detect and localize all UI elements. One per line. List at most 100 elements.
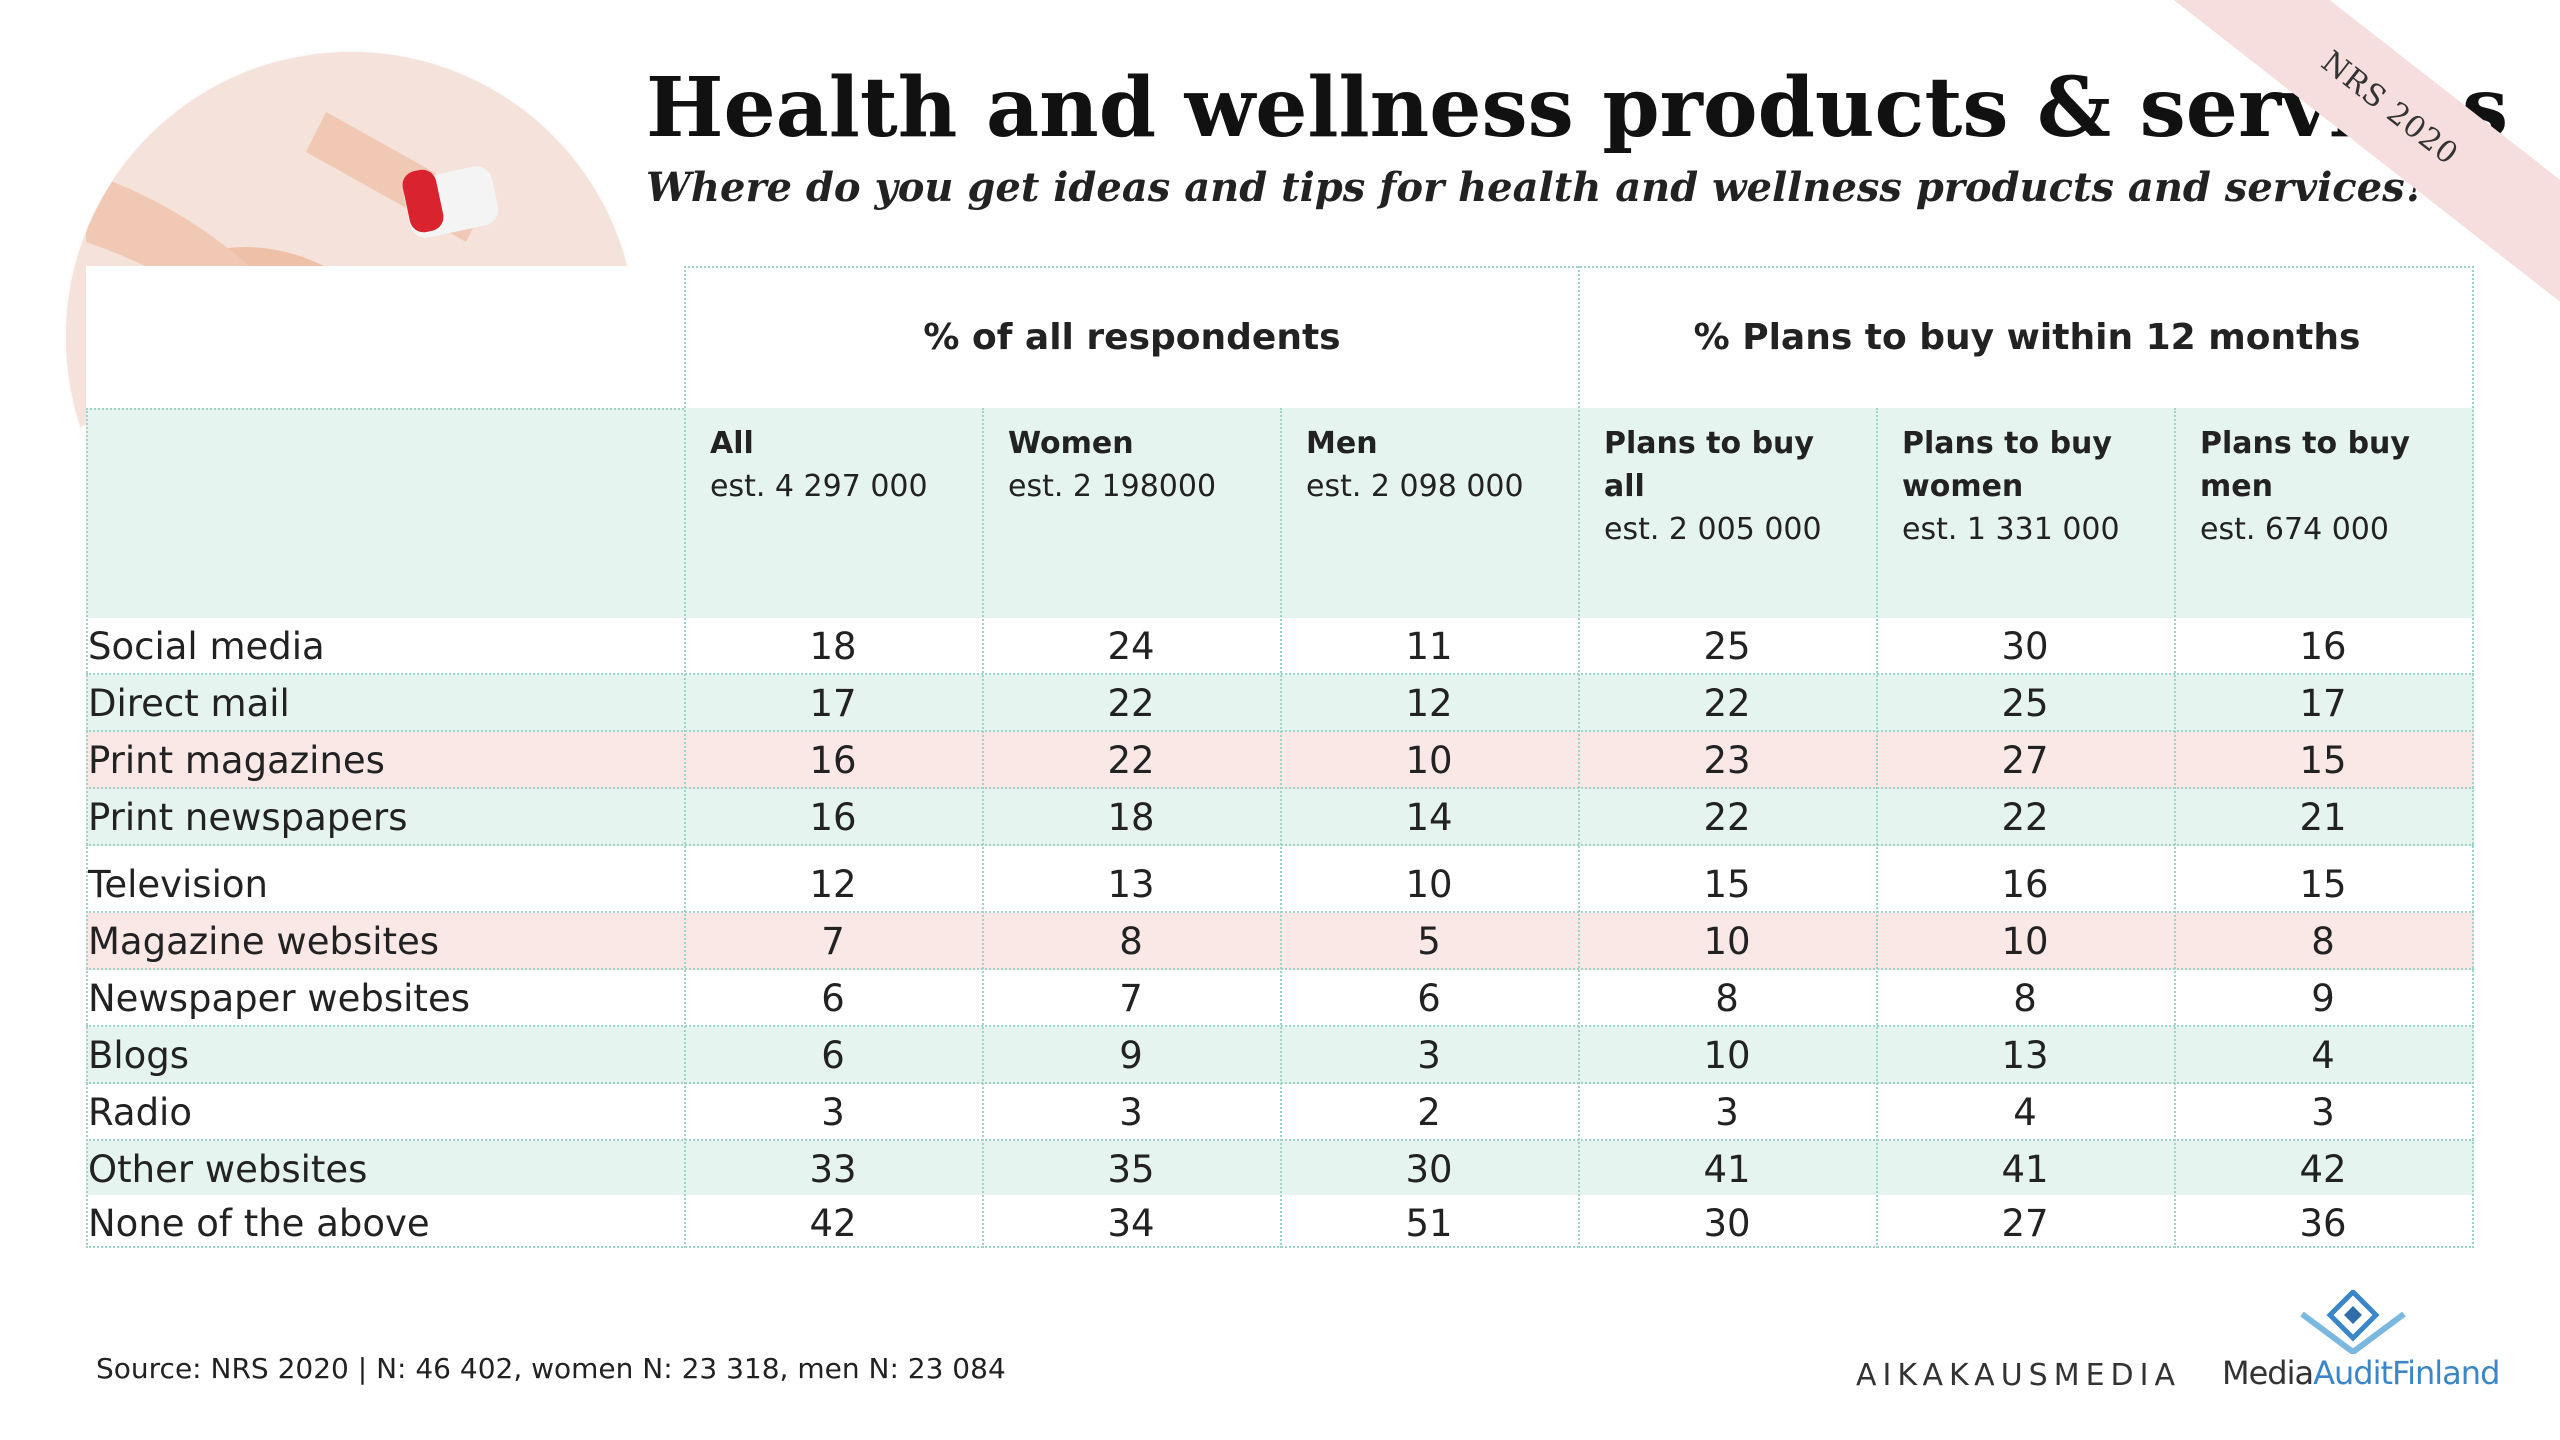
table-cell: 35 [1107, 1148, 1155, 1191]
media-audit-finland-mark-icon [2300, 1290, 2406, 1354]
table-cell: 22 [1107, 682, 1155, 725]
table-cell: 3 [821, 1091, 845, 1134]
table-cell: 4 [2013, 1091, 2037, 1134]
column-header-women-est: est. 2 198000 [1008, 469, 1217, 504]
row-label: Television [88, 863, 268, 906]
column-header-men: Men est. 2 098 000 [1280, 408, 1578, 618]
column-header-plans-men: Plans to buy men est. 674 000 [2174, 408, 2474, 618]
table-cell: 22 [1703, 796, 1751, 839]
table-cell: 8 [2013, 977, 2037, 1020]
table-cell: 10 [1703, 920, 1751, 963]
column-header-plans-all-est: est. 2 005 000 [1604, 512, 1822, 547]
column-header-plans-men-line2: men [2200, 469, 2273, 504]
grid-line-left [86, 408, 88, 1248]
table-cell: 9 [1119, 1034, 1143, 1077]
column-header-men-est: est. 2 098 000 [1306, 469, 1524, 504]
table-cell: 27 [2001, 739, 2049, 782]
table-cell: 7 [1119, 977, 1143, 1020]
column-header-all-est: est. 4 297 000 [710, 469, 928, 504]
source-note: Source: NRS 2020 | N: 46 402, women N: 2… [96, 1352, 1006, 1385]
row-label: Other websites [88, 1148, 368, 1191]
row-label: Social media [88, 625, 325, 668]
row-label: None of the above [88, 1202, 430, 1245]
table-cell: 36 [2299, 1202, 2347, 1245]
table-cell: 6 [821, 1034, 845, 1077]
table-cell: 21 [2299, 796, 2347, 839]
column-header-plans-all-line1: Plans to buy [1604, 426, 1814, 461]
table-cell: 16 [809, 796, 857, 839]
table-cell: 30 [2001, 625, 2049, 668]
table-cell: 23 [1703, 739, 1751, 782]
table-cell: 10 [1405, 739, 1453, 782]
table-cell: 25 [2001, 682, 2049, 725]
table-cell: 12 [1405, 682, 1453, 725]
table-cell: 2 [1417, 1091, 1441, 1134]
table-cell: 8 [2311, 920, 2335, 963]
table-cell: 13 [2001, 1034, 2049, 1077]
table-cell: 15 [2299, 739, 2347, 782]
group-header-all-respondents: % of all respondents [923, 316, 1341, 358]
table-cell: 11 [1405, 625, 1453, 668]
table-cell: 9 [2311, 977, 2335, 1020]
table-cell: 8 [1119, 920, 1143, 963]
table-cell: 12 [809, 863, 857, 906]
table-cell: 17 [2299, 682, 2347, 725]
frame-left-top [86, 408, 684, 410]
table-cell: 42 [809, 1202, 857, 1245]
table-cell: 14 [1405, 796, 1453, 839]
column-header-plans-all: Plans to buy all est. 2 005 000 [1578, 408, 1876, 618]
table-cell: 30 [1405, 1148, 1453, 1191]
column-header-all: All est. 4 297 000 [684, 408, 982, 618]
table-cell: 18 [809, 625, 857, 668]
table-cell: 22 [1107, 739, 1155, 782]
table-cell: 10 [1703, 1034, 1751, 1077]
grid-line-col2 [1280, 408, 1282, 1248]
table-cell: 13 [1107, 863, 1155, 906]
table-cell: 8 [1715, 977, 1739, 1020]
column-header-plans-women: Plans to buy women est. 1 331 000 [1876, 408, 2174, 618]
table-cell: 16 [2001, 863, 2049, 906]
column-header-plans-men-est: est. 674 000 [2200, 512, 2389, 547]
row-label: Magazine websites [88, 920, 440, 963]
column-header-plans-all-line2: all [1604, 469, 1645, 504]
grid-line-label [684, 266, 686, 1248]
table-cell: 16 [2299, 625, 2347, 668]
table-cell: 3 [2311, 1091, 2335, 1134]
row-label: Print magazines [88, 739, 385, 782]
table-cell: 25 [1703, 625, 1751, 668]
table-cell: 7 [821, 920, 845, 963]
grid-line-col5 [2174, 408, 2176, 1248]
column-header-all-label: All [710, 426, 754, 461]
table-cell: 6 [1417, 977, 1441, 1020]
table-cell: 3 [1715, 1091, 1739, 1134]
logo-finland: Finland [2392, 1354, 2500, 1392]
grid-line-col4 [1876, 408, 1878, 1248]
row-label: Direct mail [88, 682, 290, 725]
table-cell: 15 [1703, 863, 1751, 906]
table-cell: 27 [2001, 1202, 2049, 1245]
table-cell: 33 [809, 1148, 857, 1191]
table-cell: 5 [1417, 920, 1441, 963]
table-cell: 17 [809, 682, 857, 725]
table-cell: 34 [1107, 1202, 1155, 1245]
group-header-plans-to-buy: % Plans to buy within 12 months [1693, 316, 2361, 358]
table-cell: 22 [2001, 796, 2049, 839]
table-cell: 51 [1405, 1202, 1453, 1245]
table-cell: 42 [2299, 1148, 2347, 1191]
table-cell: 6 [821, 977, 845, 1020]
column-header-plans-women-line1: Plans to buy [1902, 426, 2112, 461]
page-subtitle: Where do you get ideas and tips for heal… [646, 164, 2429, 211]
row-label: Blogs [88, 1034, 190, 1077]
aikakausmedia-logo: AIKAKAUSMEDIA [1856, 1358, 2182, 1393]
header-blank [86, 266, 684, 408]
table-cell: 10 [1405, 863, 1453, 906]
grid-line-col1 [982, 408, 984, 1248]
row-label: Newspaper websites [88, 977, 470, 1020]
row-label: Print newspapers [88, 796, 408, 839]
grid-line-right [2472, 266, 2474, 1248]
table-cell: 41 [1703, 1148, 1751, 1191]
table-cell: 16 [809, 739, 857, 782]
table-cell: 4 [2311, 1034, 2335, 1077]
column-header-men-label: Men [1306, 426, 1378, 461]
logo-media: Media [2222, 1354, 2314, 1392]
